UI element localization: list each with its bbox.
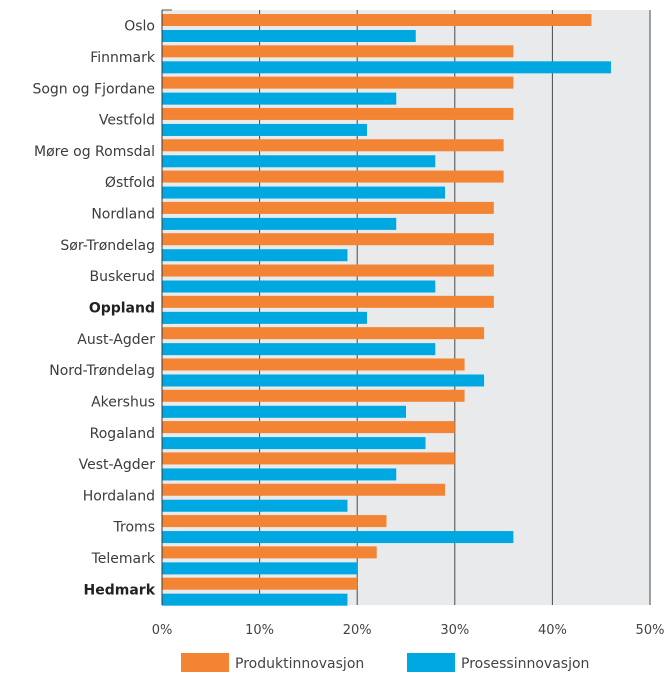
bar-produktinnovasjon — [162, 295, 494, 308]
legend-swatch — [407, 653, 455, 672]
bar-prosessinnovasjon — [162, 311, 367, 324]
x-tick-label: 0% — [152, 623, 173, 638]
category-label: Hedmark — [84, 582, 156, 598]
legend-label: Prosessinnovasjon — [461, 656, 589, 672]
legend-swatch — [181, 653, 229, 672]
bar-prosessinnovasjon — [162, 343, 436, 356]
x-tick-label: 40% — [538, 623, 567, 638]
bar-produktinnovasjon — [162, 233, 494, 246]
bar-prosessinnovasjon — [162, 593, 348, 606]
bar-produktinnovasjon — [162, 483, 446, 496]
x-tick-labels: 0% 10% 20% 30% 40% 50% — [152, 623, 665, 638]
bar-produktinnovasjon — [162, 389, 465, 402]
bar-produktinnovasjon — [162, 45, 514, 58]
bar-prosessinnovasjon — [162, 468, 397, 481]
bar-produktinnovasjon — [162, 14, 592, 26]
x-tick-label: 50% — [636, 623, 665, 638]
bar-produktinnovasjon — [162, 515, 387, 528]
bar-produktinnovasjon — [162, 358, 465, 371]
bar-produktinnovasjon — [162, 577, 358, 590]
category-label: Hordaland — [83, 488, 155, 504]
category-label: Aust-Agder — [77, 332, 155, 348]
bar-produktinnovasjon — [162, 546, 377, 559]
bar-produktinnovasjon — [162, 76, 514, 89]
bar-produktinnovasjon — [162, 170, 504, 183]
category-label: Vestfold — [99, 113, 155, 129]
bar-prosessinnovasjon — [162, 531, 514, 544]
category-label: Vest-Agder — [79, 457, 156, 473]
bar-produktinnovasjon — [162, 201, 494, 214]
x-tick-label: 10% — [245, 623, 274, 638]
bar-prosessinnovasjon — [162, 437, 426, 450]
category-label: Rogaland — [90, 426, 155, 442]
category-label: Buskerud — [89, 269, 155, 285]
bar-prosessinnovasjon — [162, 280, 436, 293]
category-labels: Oslo Finnmark Sogn og Fjordane Vestfold Møre… — [32, 19, 155, 599]
category-label: Oppland — [89, 301, 155, 317]
category-label: Finnmark — [90, 50, 156, 66]
bar-prosessinnovasjon — [162, 92, 397, 105]
category-label: Sogn og Fjordane — [32, 81, 155, 97]
bar-produktinnovasjon — [162, 327, 485, 340]
category-label: Nord-Trøndelag — [49, 363, 155, 379]
bar-prosessinnovasjon — [162, 155, 436, 168]
category-label: Akershus — [91, 394, 155, 410]
bar-prosessinnovasjon — [162, 123, 367, 136]
category-label: Nordland — [91, 207, 155, 223]
category-label: Telemark — [91, 551, 156, 567]
bars — [162, 14, 611, 606]
bar-prosessinnovasjon — [162, 61, 611, 74]
category-label: Møre og Romsdal — [34, 144, 155, 160]
bar-produktinnovasjon — [162, 421, 455, 434]
bar-prosessinnovasjon — [162, 249, 348, 262]
bar-prosessinnovasjon — [162, 217, 397, 230]
category-label: Østfold — [105, 175, 155, 191]
legend-label: Produktinnovasjon — [235, 656, 364, 672]
bar-produktinnovasjon — [162, 139, 504, 152]
legend: Produktinnovasjon Prosessinnovasjon — [181, 653, 589, 672]
bar-prosessinnovasjon — [162, 562, 358, 575]
category-label: Troms — [113, 520, 155, 536]
bar-prosessinnovasjon — [162, 405, 406, 418]
x-tick-label: 30% — [440, 623, 469, 638]
bar-prosessinnovasjon — [162, 374, 485, 387]
bar-prosessinnovasjon — [162, 186, 446, 199]
category-label: Sør-Trøndelag — [60, 238, 155, 254]
bar-produktinnovasjon — [162, 452, 455, 465]
x-tick-label: 20% — [343, 623, 372, 638]
bar-produktinnovasjon — [162, 264, 494, 277]
bar-produktinnovasjon — [162, 107, 514, 120]
bar-prosessinnovasjon — [162, 30, 416, 42]
category-label: Oslo — [124, 19, 155, 35]
bar-prosessinnovasjon — [162, 499, 348, 512]
